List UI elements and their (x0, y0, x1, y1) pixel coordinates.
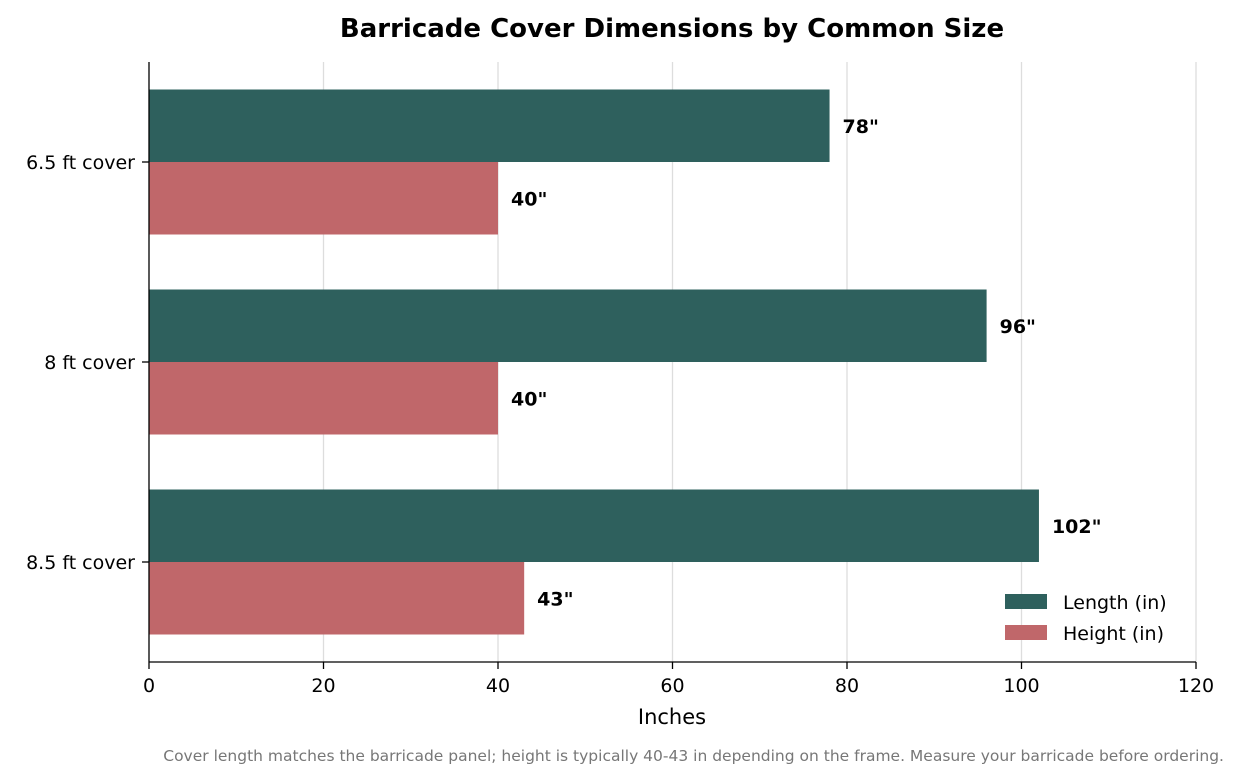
data-label: 43" (537, 588, 573, 610)
axes: 6.5 ft cover 8 ft cover 8.5 ft cover 0 20 40 6… (26, 62, 1214, 697)
y-tick-label: 8 ft cover (44, 352, 135, 374)
x-tick-label: 20 (311, 675, 335, 697)
footnote: Cover length matches the barricade panel… (163, 747, 1224, 765)
x-tick-label: 60 (660, 675, 684, 697)
legend: Length (in) Height (in) (1005, 592, 1167, 645)
data-label: 40" (511, 188, 547, 210)
data-label: 40" (511, 388, 547, 410)
bar-length (149, 89, 830, 162)
y-tick-label: 6.5 ft cover (26, 152, 135, 174)
x-tick-label: 120 (1178, 675, 1214, 697)
x-tick-label: 40 (486, 675, 510, 697)
bar-height (149, 362, 498, 435)
bar-height (149, 162, 498, 235)
x-axis-label: Inches (638, 705, 706, 729)
x-tick-label: 0 (143, 675, 155, 697)
data-label: 96" (1000, 316, 1036, 338)
bar-length (149, 289, 987, 362)
x-tick-label: 100 (1003, 675, 1039, 697)
bar-height (149, 562, 525, 635)
bars: 78" 40" 96" 40" 102" 43" (149, 89, 1102, 635)
legend-entry: Length (in) (1063, 592, 1167, 614)
legend-swatch (1005, 625, 1047, 640)
y-tick-label: 8.5 ft cover (26, 552, 135, 574)
legend-swatch (1005, 594, 1047, 609)
x-tick-label: 80 (835, 675, 859, 697)
data-label: 102" (1052, 516, 1102, 538)
legend-entry: Height (in) (1063, 623, 1164, 645)
data-label: 78" (843, 116, 879, 138)
bar-length (149, 489, 1039, 562)
chart-title: Barricade Cover Dimensions by Common Siz… (340, 14, 1004, 44)
